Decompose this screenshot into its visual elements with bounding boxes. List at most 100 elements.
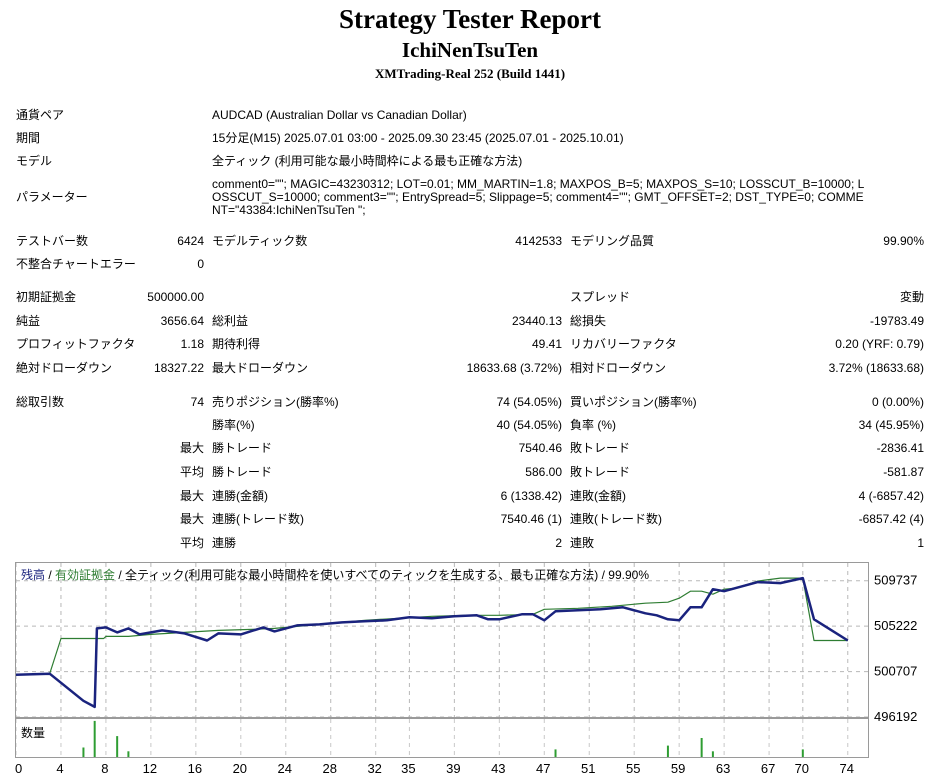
mismatch-label: 不整合チャートエラー: [16, 257, 136, 271]
y-axis: 509737 505222 500707 496192: [874, 573, 917, 724]
largest-loss-label: 敗トレード: [570, 441, 631, 455]
largest-label-1: 最大: [179, 441, 204, 455]
max-dd-value: 18633.68 (3.72%): [466, 361, 562, 375]
volume-plot: [15, 719, 849, 757]
quality-label: モデリング品質: [570, 234, 655, 248]
x-tick-label-19: 74: [840, 761, 854, 776]
model-label: モデル: [16, 154, 53, 168]
average-label-1: 平均: [179, 465, 204, 479]
largest-win-label: 勝トレード: [212, 441, 273, 455]
net-value: 3656.64: [160, 314, 204, 328]
gross-profit-value: 23440.13: [511, 314, 562, 328]
largest-label-2: 最大: [179, 489, 204, 503]
recovery-value: 0.20 (YRF: 0.79): [835, 337, 924, 351]
cons-losses-count-label: 連敗(トレード数): [570, 512, 662, 526]
win-rate-label: 勝率(%): [212, 418, 255, 432]
deposit-value: 500000.00: [147, 290, 204, 304]
equity-line: [15, 577, 848, 676]
x-tick-label-14: 55: [626, 761, 640, 776]
expected-label: 期待利得: [212, 337, 261, 351]
y-tick-label-0: 509737: [874, 573, 917, 588]
x-tick-label-5: 20: [233, 761, 247, 776]
loss-rate-label: 負率 (%): [570, 418, 616, 432]
balance-chart: 残高 / 有効証拠金 / 全ティック(利用可能な最小時間枠を使いすべてのティック…: [15, 562, 869, 718]
x-tick-label-9: 35: [401, 761, 415, 776]
report-title: Strategy Tester Report: [339, 4, 601, 34]
deposit-label: 初期証拠金: [16, 290, 77, 304]
pf-value: 1.18: [180, 337, 204, 351]
recovery-label: リカバリーファクタ: [570, 337, 677, 351]
volume-chart: 数量: [15, 718, 869, 758]
x-tick-label-16: 63: [716, 761, 730, 776]
balance-chart-plot: [15, 563, 868, 718]
x-tick-label-15: 59: [671, 761, 685, 776]
average-win-label: 勝トレード: [212, 465, 273, 479]
long-value: 0 (0.00%): [871, 395, 924, 409]
y-tick-label-2: 500707: [874, 664, 917, 679]
largest-win-value: 7540.46: [518, 441, 562, 455]
largest-loss-value: -2836.41: [876, 441, 924, 455]
average-win-value: 586.00: [525, 465, 562, 479]
y-tick-label-3: 496192: [874, 709, 917, 724]
spread-label: スプレッド: [570, 290, 631, 304]
win-rate-value: 40 (54.05%): [496, 418, 562, 432]
x-tick-label-6: 24: [278, 761, 292, 776]
x-tick-label-4: 16: [188, 761, 202, 776]
bars-value: 6424: [177, 234, 204, 248]
cons-losses-money-label: 連敗(金額): [570, 489, 626, 503]
max-dd-label: 最大ドローダウン: [212, 361, 309, 375]
expected-value: 49.41: [531, 337, 562, 351]
legend-sep: /: [45, 568, 56, 582]
chart-legend: 残高 / 有効証拠金 / 全ティック(利用可能な最小時間枠を使いすべてのティック…: [21, 566, 649, 583]
ea-name: IchiNenTsuTen: [401, 38, 539, 62]
params-value: comment0=""; MAGIC=43230312; LOT=0.01; M…: [212, 177, 865, 217]
gross-profit-label: 総利益: [212, 314, 249, 328]
volume-label: 数量: [21, 726, 46, 740]
spread-value: 変動: [899, 290, 924, 304]
pf-label: プロフィットファクタ: [16, 337, 136, 351]
x-tick-label-3: 12: [143, 761, 157, 776]
cons-wins-money-label: 連勝(金額): [212, 489, 268, 503]
x-tick-label-13: 51: [581, 761, 595, 776]
x-tick-label-1: 4: [56, 761, 63, 776]
cons-wins-count-label: 連勝(トレード数): [212, 512, 304, 526]
avg-cons-losses-label: 連敗: [570, 536, 595, 550]
y-tick-label-1: 505222: [874, 618, 917, 633]
rel-dd-value: 3.72% (18633.68): [828, 361, 924, 375]
period-label: 期間: [16, 131, 41, 145]
ticks-value: 4142533: [515, 234, 562, 248]
x-tick-label-0: 0: [15, 761, 22, 776]
total-trades-value: 74: [190, 395, 204, 409]
avg-cons-wins-label: 連勝: [212, 536, 237, 550]
bars-label: テストバー数: [16, 234, 89, 248]
gross-loss-label: 総損失: [570, 314, 607, 328]
avg-cons-losses-value: 1: [917, 536, 924, 550]
x-tick-label-12: 47: [536, 761, 550, 776]
x-axis: 0 4 8 12 16 20 24 28 32 35 39 43 47 51 55 59 63 67 70 74: [15, 761, 854, 776]
legend-equity: 有効証拠金: [55, 568, 116, 582]
quality-value: 99.90%: [883, 234, 924, 248]
cons-losses-money-value: 4 (-6857.42): [858, 489, 924, 503]
long-label: 買いポジション(勝率%): [570, 395, 697, 409]
x-tick-label-17: 67: [761, 761, 775, 776]
period-value: 15分足(M15) 2025.07.01 03:00 - 2025.09.30 …: [212, 131, 624, 145]
short-value: 74 (54.05%): [496, 395, 562, 409]
cons-losses-count-value: -6857.42 (4): [858, 512, 924, 526]
largest-label-3: 最大: [179, 512, 204, 526]
rel-dd-label: 相対ドローダウン: [570, 361, 667, 375]
model-value: 全ティック (利用可能な最小時間枠による最も正確な方法): [212, 154, 523, 168]
x-tick-label-18: 70: [795, 761, 809, 776]
balance-line: [15, 576, 849, 709]
average-loss-label: 敗トレード: [570, 465, 631, 479]
params-label: パラメーター: [16, 190, 88, 204]
legend-rest: / 全ティック(利用可能な最小時間枠を使いすべてのティックを生成する、最も正確な…: [115, 568, 649, 582]
gross-loss-value: -19783.49: [869, 314, 924, 328]
abs-dd-label: 絶対ドローダウン: [16, 361, 113, 375]
server-build: XMTrading-Real 252 (Build 1441): [374, 66, 566, 81]
x-tick-label-2: 8: [101, 761, 108, 776]
loss-rate-value: 34 (45.95%): [858, 418, 924, 432]
average-label-2: 平均: [179, 536, 204, 550]
x-tick-label-11: 43: [491, 761, 505, 776]
cons-wins-money-value: 6 (1338.42): [500, 489, 562, 503]
net-label: 純益: [16, 314, 41, 328]
